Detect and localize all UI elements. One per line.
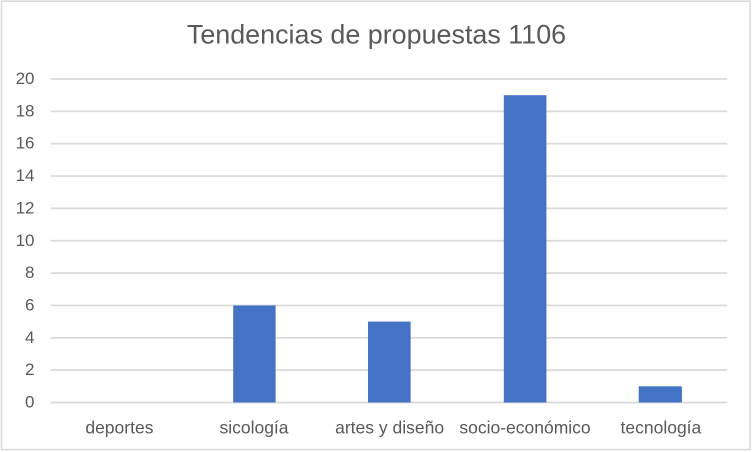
svg-text:0: 0 bbox=[25, 393, 34, 412]
svg-text:20: 20 bbox=[16, 69, 35, 88]
svg-text:deportes: deportes bbox=[85, 417, 153, 437]
svg-text:16: 16 bbox=[16, 134, 35, 153]
svg-text:14: 14 bbox=[16, 166, 35, 185]
svg-text:tecnología: tecnología bbox=[621, 417, 702, 437]
svg-text:socio-económico: socio-económico bbox=[459, 417, 590, 437]
svg-text:2: 2 bbox=[25, 360, 34, 379]
svg-text:6: 6 bbox=[25, 295, 34, 314]
svg-text:12: 12 bbox=[16, 198, 35, 217]
svg-text:Tendencias de propuestas 1106: Tendencias de propuestas 1106 bbox=[187, 20, 566, 50]
svg-text:4: 4 bbox=[25, 328, 34, 347]
svg-text:18: 18 bbox=[16, 101, 35, 120]
svg-text:10: 10 bbox=[16, 231, 35, 250]
svg-text:8: 8 bbox=[25, 263, 34, 282]
svg-text:sicología: sicología bbox=[219, 417, 288, 437]
svg-text:artes y diseño: artes y diseño bbox=[335, 417, 444, 437]
